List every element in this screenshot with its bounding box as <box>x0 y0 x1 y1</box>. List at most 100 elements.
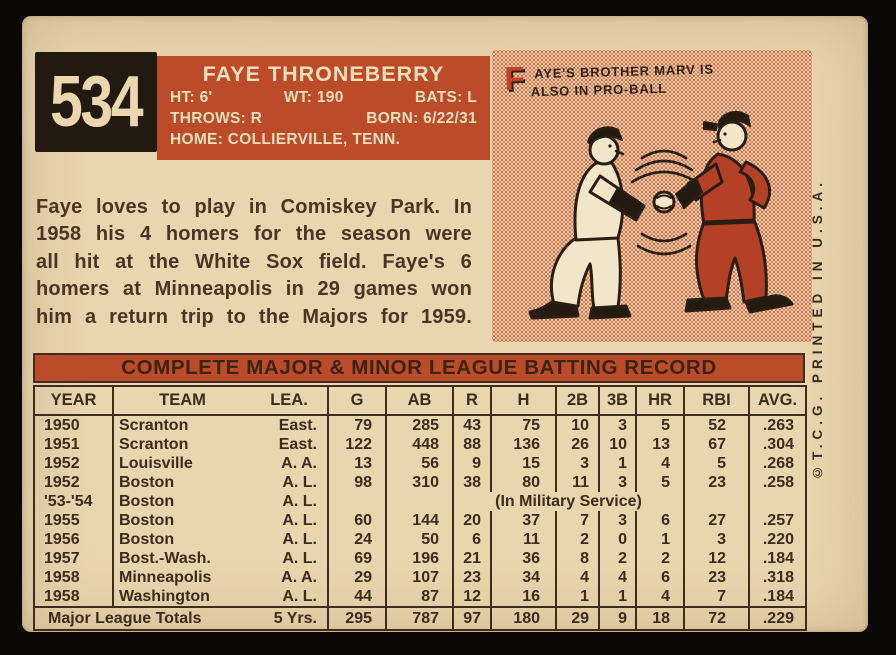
cell: 13 <box>327 454 386 473</box>
player-header-box: FAYE THRONEBERRY HT: 6' WT: 190 BATS: L … <box>157 56 490 160</box>
batting-table-body: 1950 Scranton East. 79 285 43 75 10 3 5 52.263 1951… <box>34 415 806 630</box>
cell: Scranton <box>112 415 251 435</box>
cell: Louisville <box>112 454 251 473</box>
cell: .263 <box>748 415 806 435</box>
cell: 144 <box>385 511 453 530</box>
cell: 75 <box>490 415 556 435</box>
cell: 11 <box>490 530 556 549</box>
cell: 10 <box>555 415 599 435</box>
cell <box>385 492 453 511</box>
cell: .220 <box>748 530 806 549</box>
cell: Boston <box>112 473 251 492</box>
cell: 69 <box>327 549 386 568</box>
cell: 56 <box>385 454 453 473</box>
column-header: TEAM <box>112 386 251 416</box>
cell: East. <box>278 436 317 453</box>
cell: 2 <box>555 530 599 549</box>
cell: 4 <box>635 587 684 607</box>
cell: 1 <box>598 587 636 607</box>
cell: 12 <box>452 587 491 607</box>
cell: 285 <box>385 415 453 435</box>
cell: 6 <box>452 530 491 549</box>
cell: 2 <box>635 549 684 568</box>
cell: 107 <box>385 568 453 587</box>
cell: 20 <box>452 511 491 530</box>
table-row: 1958 Minneapolis A. A. 29 107 23 34 4 4 6 23.318 <box>34 568 806 587</box>
cell: 5 Yrs. <box>251 606 328 630</box>
cell: .257 <box>748 511 806 530</box>
cell: 196 <box>385 549 453 568</box>
throws-stat: THROWS: R <box>170 110 263 127</box>
cell: 24 <box>327 530 386 549</box>
cell: 23 <box>683 568 749 587</box>
cell: 136 <box>490 435 556 454</box>
bio-line: Faye loves to play in Comiskey Park. In <box>36 196 472 218</box>
cell: Washington <box>112 587 251 607</box>
cell: 1951 <box>44 436 80 453</box>
cell: 7 <box>555 511 599 530</box>
cell: 4 <box>598 568 636 587</box>
table-row: 1950 Scranton East. 79 285 43 75 10 3 5 52.263 <box>34 415 806 435</box>
stats-line-2: THROWS: R BORN: 6/22/31 <box>170 108 477 129</box>
cell: East. <box>278 417 317 434</box>
cell: 79 <box>327 415 386 435</box>
column-header: YEAR <box>34 386 113 416</box>
column-header: AB <box>385 386 453 416</box>
cell: '53-'54 <box>44 493 93 510</box>
table-row: 1951 Scranton East. 122 448 88 136 26 10 13 67.304 <box>34 435 806 454</box>
cell: 1958 <box>44 588 80 605</box>
weight-stat: WT: 190 <box>283 89 344 106</box>
cell: 295 <box>327 606 386 630</box>
cell: 80 <box>490 473 556 492</box>
bio-line: him a return trip to the Majors for 1959… <box>36 305 472 328</box>
cell <box>748 492 806 511</box>
cell: 1 <box>555 587 599 607</box>
cell: (In Military Service) <box>452 492 684 511</box>
cell: 787 <box>385 606 453 630</box>
cell: 0 <box>598 530 636 549</box>
cell: 310 <box>385 473 453 492</box>
table-row: '53-'54 Boston A. L. (In Military Service) <box>34 492 806 511</box>
totals-row: Major League Totals 5 Yrs. 295 787 97 180 29 9 1… <box>34 606 806 630</box>
cell: A. L. <box>282 588 317 605</box>
cell: 16 <box>490 587 556 607</box>
cell: 43 <box>452 415 491 435</box>
cell: 11 <box>555 473 599 492</box>
cartoon-panel: F AYE'S BROTHER MARV IS ALSO IN PRO-BALL <box>492 50 812 342</box>
cell: 4 <box>555 568 599 587</box>
cell: 1 <box>635 530 684 549</box>
bio-line: all hit at the White Sox field. Faye's 6 <box>36 250 472 273</box>
cell: 3 <box>598 415 636 435</box>
cell: 72 <box>683 606 749 630</box>
cell: 448 <box>385 435 453 454</box>
height-stat: HT: 6' <box>170 89 213 106</box>
cell: A. L. <box>282 512 317 529</box>
cell: 1957 <box>44 550 80 567</box>
cell: 12 <box>683 549 749 568</box>
baseball-card-back: 534 FAYE THRONEBERRY HT: 6' WT: 190 BATS… <box>22 16 868 632</box>
cell: A. L. <box>282 531 317 548</box>
table-row: 1952 Louisville A. A. 13 56 9 15 3 1 4 5.268 <box>34 454 806 473</box>
cell: 3 <box>683 530 749 549</box>
cell: A. L. <box>282 493 317 510</box>
caption-drop-cap: F <box>503 59 526 97</box>
column-header: R <box>452 386 491 416</box>
cell: 180 <box>490 606 556 630</box>
cell: 1956 <box>44 531 80 548</box>
cell: 3 <box>598 473 636 492</box>
table-row: 1957 Bost.-Wash. A. L. 69 196 21 36 8 2 2 12.184 <box>34 549 806 568</box>
cell: 50 <box>385 530 453 549</box>
table-row: 1958 Washington A. L. 44 87 12 16 1 1 4 7.184 <box>34 587 806 607</box>
cell: 122 <box>327 435 386 454</box>
cell: Boston <box>112 530 251 549</box>
cell <box>327 492 386 511</box>
home-stat: HOME: COLLIERVILLE, TENN. <box>170 131 401 148</box>
cell: .229 <box>748 606 806 630</box>
cell: 97 <box>452 606 491 630</box>
cell: 67 <box>683 435 749 454</box>
cell: A. A. <box>281 569 317 586</box>
cell: 34 <box>490 568 556 587</box>
column-header: G <box>327 386 386 416</box>
cell: .304 <box>748 435 806 454</box>
